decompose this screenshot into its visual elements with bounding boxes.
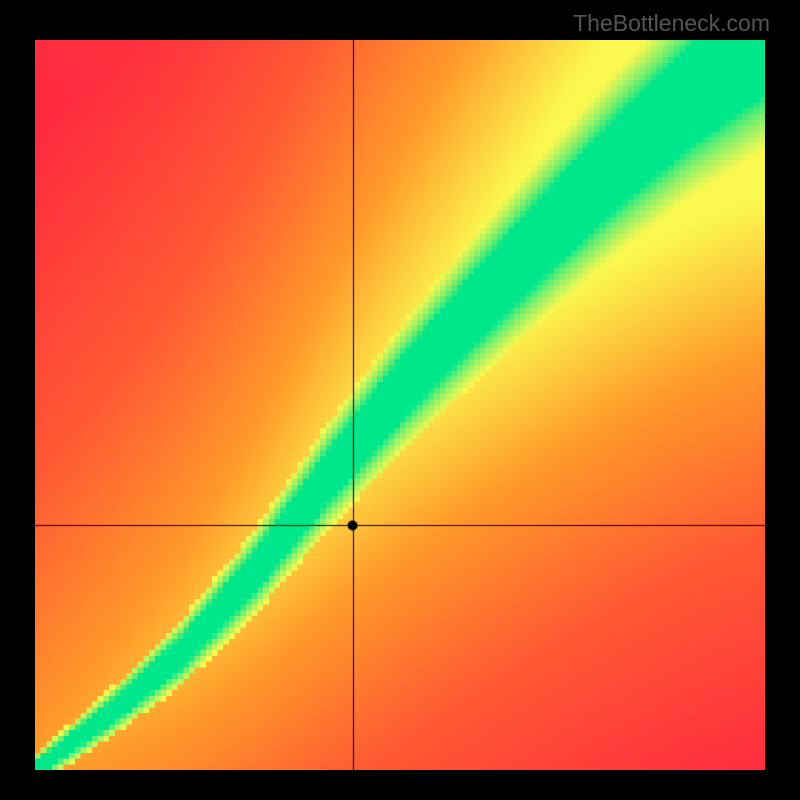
crosshair-overlay	[35, 40, 765, 770]
chart-container: TheBottleneck.com	[0, 0, 800, 800]
watermark-text: TheBottleneck.com	[573, 10, 770, 37]
